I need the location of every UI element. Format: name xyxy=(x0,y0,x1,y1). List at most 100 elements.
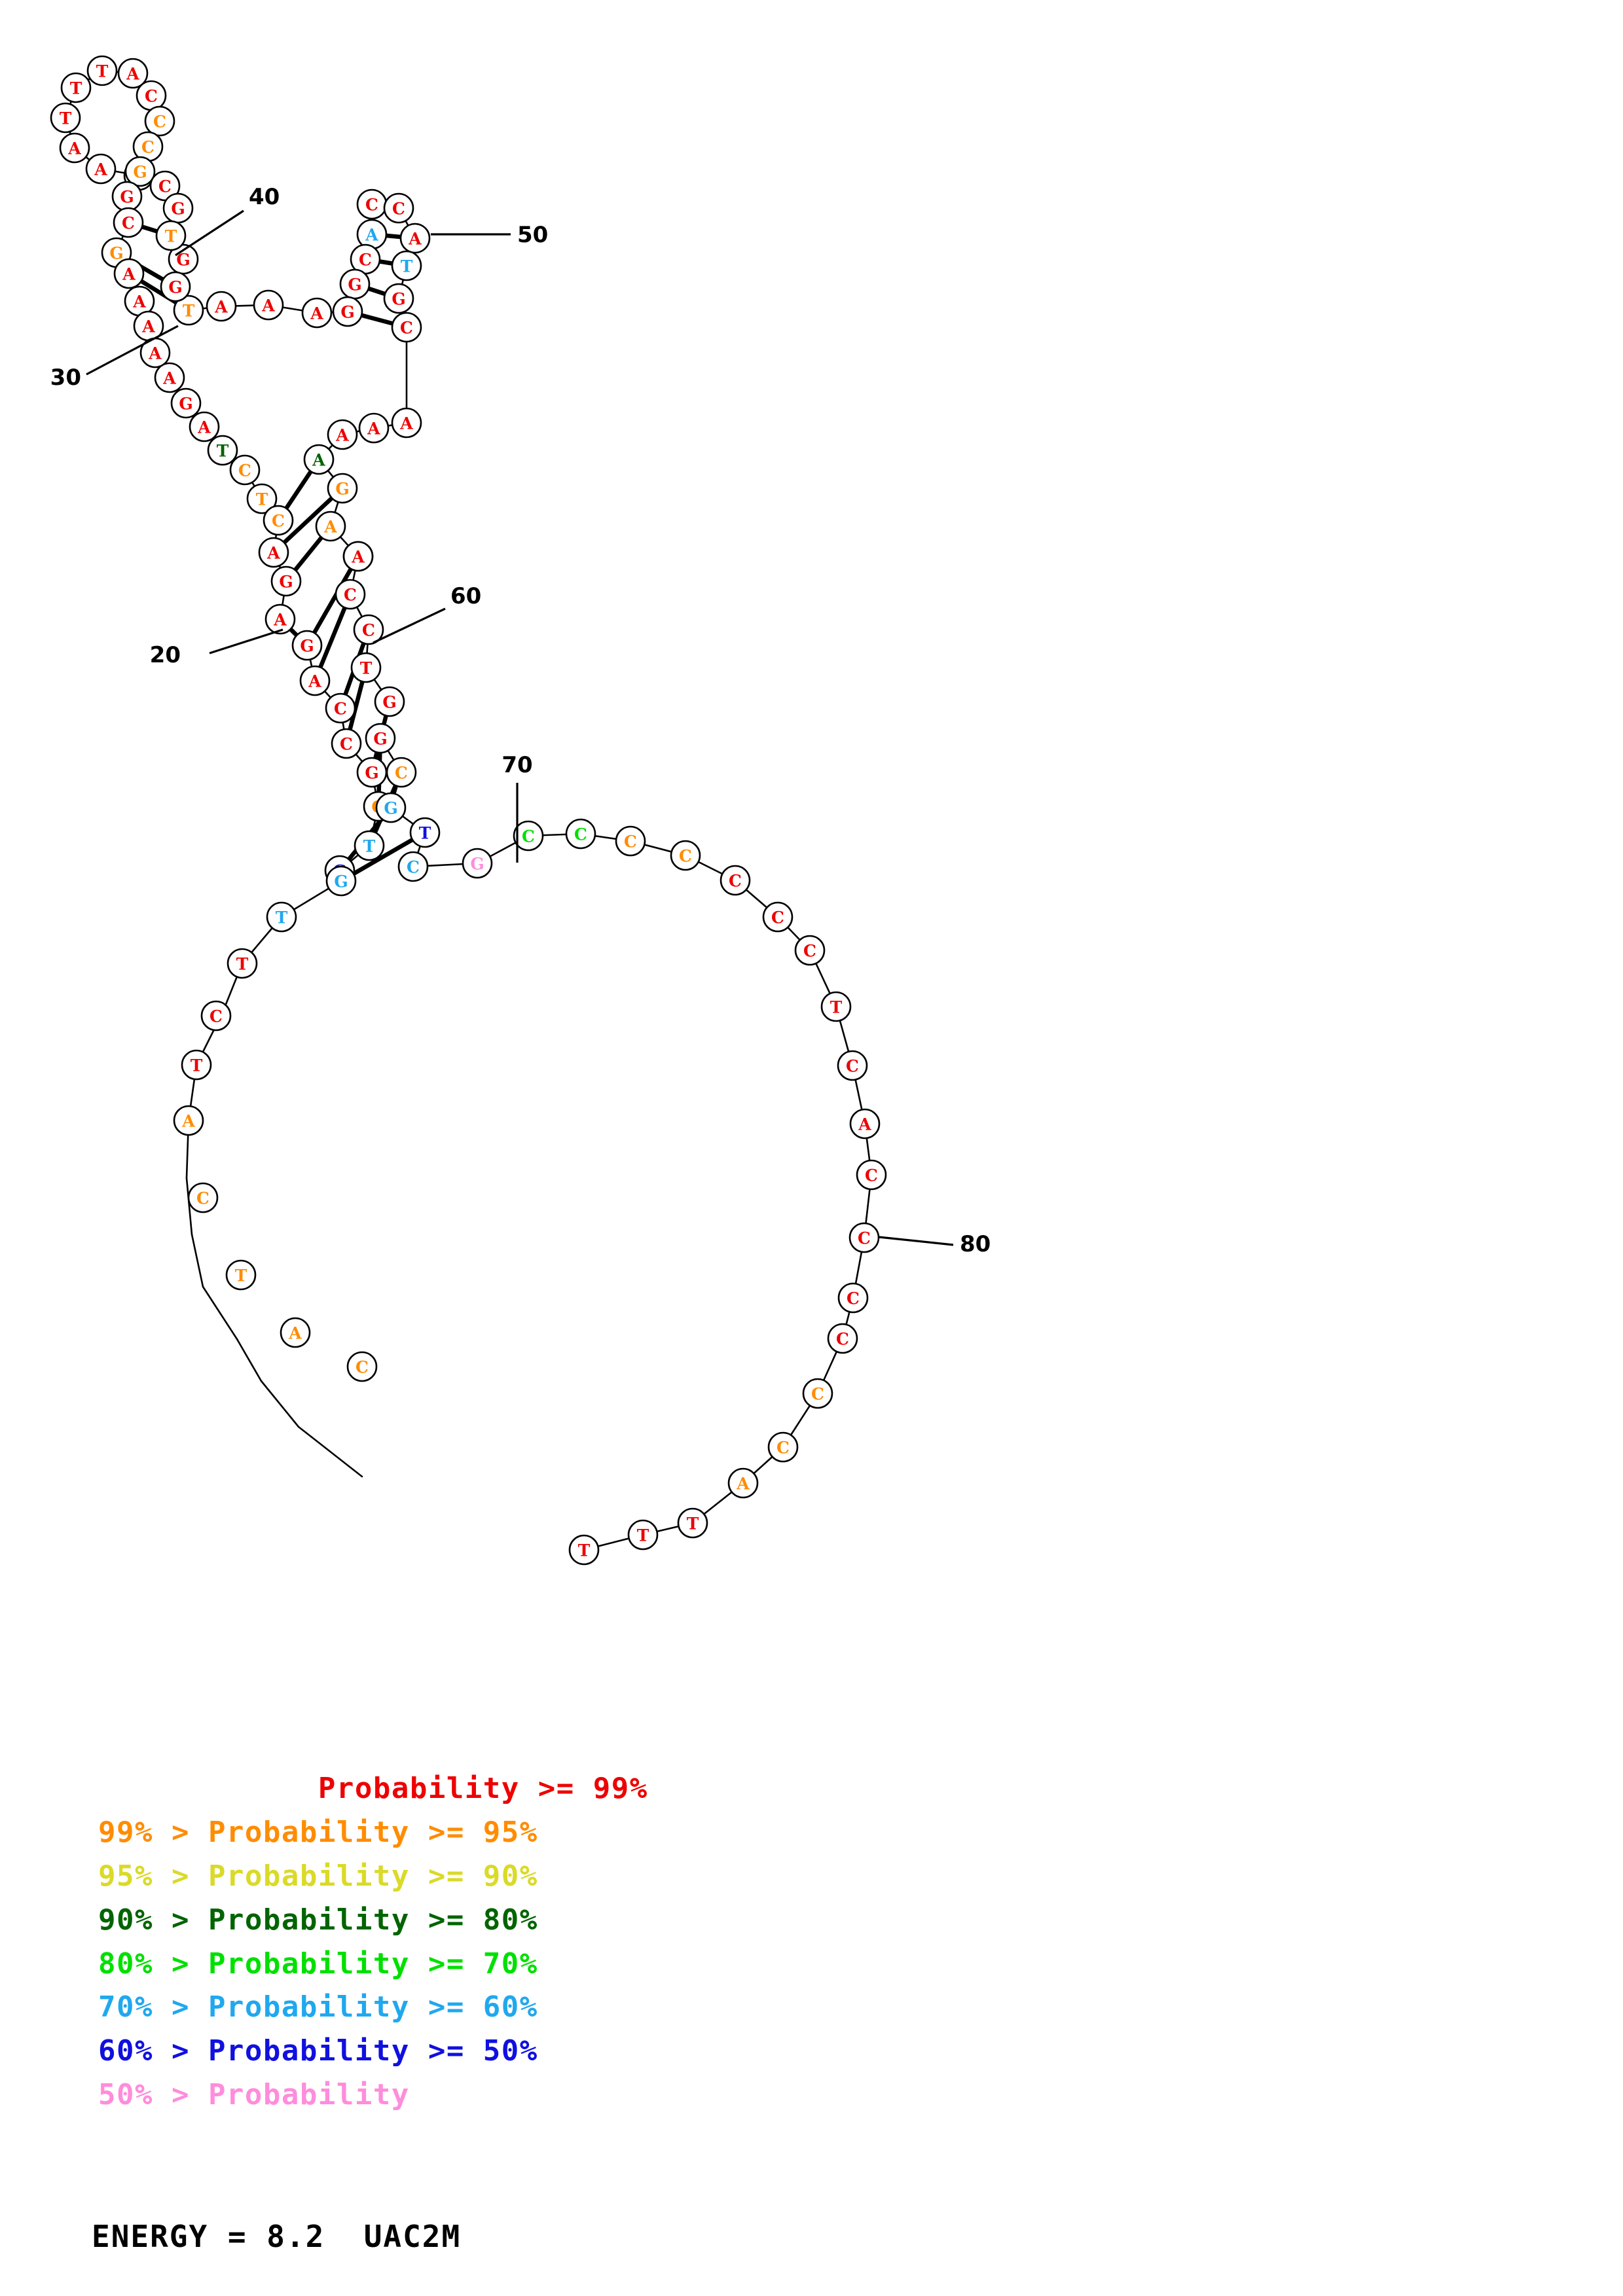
svg-text:A: A xyxy=(399,414,413,433)
svg-text:C: C xyxy=(238,461,251,480)
nucleotide-node: A xyxy=(258,537,289,568)
svg-text:T: T xyxy=(637,1526,649,1545)
position-label-40: 40 xyxy=(249,184,280,210)
svg-text:T: T xyxy=(70,79,82,98)
nucleotide-node: C xyxy=(856,1159,887,1191)
nucleotide-node: A xyxy=(301,297,333,329)
nucleotide-node: A xyxy=(253,289,284,321)
svg-text:G: G xyxy=(348,276,361,295)
nucleotide-node: C xyxy=(670,840,701,871)
nucleotide-node: G xyxy=(383,283,414,314)
svg-text:T: T xyxy=(578,1541,591,1560)
svg-text:G: G xyxy=(300,637,314,656)
nucleotide-node: T xyxy=(391,250,422,281)
nucleotide-node: G xyxy=(325,865,357,897)
svg-text:A: A xyxy=(308,672,321,691)
svg-text:A: A xyxy=(122,265,136,284)
position-label-20: 20 xyxy=(150,642,181,668)
energy-footer: ENERGY = 8.2 UAC2M xyxy=(0,2219,1623,2254)
svg-text:C: C xyxy=(362,621,375,640)
nucleotide-node: T xyxy=(181,1049,212,1081)
nucleotide-node: C xyxy=(229,454,261,486)
nucleotide-group: T T A C T A A C G C G C G G C G T G A A … xyxy=(50,55,887,1566)
svg-text:A: A xyxy=(181,1112,195,1131)
position-label-30: 30 xyxy=(50,365,81,391)
svg-text:A: A xyxy=(261,296,275,315)
leader-line-40 xyxy=(175,209,244,257)
position-label-50: 50 xyxy=(517,222,548,248)
nucleotide-node: C xyxy=(397,851,429,882)
svg-text:A: A xyxy=(94,160,107,179)
svg-text:C: C xyxy=(196,1189,210,1208)
nucleotide-node: A xyxy=(327,419,358,450)
svg-text:A: A xyxy=(365,226,378,245)
svg-text:G: G xyxy=(335,480,349,499)
svg-text:A: A xyxy=(736,1475,750,1494)
svg-text:A: A xyxy=(126,65,139,84)
nucleotide-node: C xyxy=(132,131,164,162)
svg-text:T: T xyxy=(96,62,109,81)
position-markers: 20 30 40 50 60 70 80 xyxy=(50,184,991,1257)
svg-text:T: T xyxy=(236,955,249,974)
legend-row-50: 60% > Probability >= 50% xyxy=(98,2034,538,2068)
leader-line-30 xyxy=(86,325,179,376)
position-label-80: 80 xyxy=(960,1231,991,1257)
nucleotide-node: T xyxy=(50,102,81,134)
nucleotide-node: A xyxy=(124,285,155,317)
svg-text:A: A xyxy=(67,139,81,158)
svg-text:G: G xyxy=(179,395,192,414)
nucleotide-node: A xyxy=(303,444,335,475)
svg-text:A: A xyxy=(214,298,228,317)
rna-structure-svg: T T A C T A A C G C G C G G C G T G A A … xyxy=(50,55,991,1566)
svg-text:T: T xyxy=(419,824,431,843)
nucleotide-node: C xyxy=(263,505,294,536)
nucleotide-node: C xyxy=(325,692,356,724)
nucleotide-node: A xyxy=(391,407,422,439)
nucleotide-node: C xyxy=(383,192,414,224)
nucleotide-node: C xyxy=(802,1378,833,1409)
svg-text:C: C xyxy=(865,1166,878,1185)
legend-row-60: 70% > Probability >= 60% xyxy=(98,1990,538,2024)
nucleotide-node: A xyxy=(299,665,331,696)
svg-text:C: C xyxy=(729,872,742,891)
nucleotide-node: C xyxy=(565,818,596,850)
svg-text:A: A xyxy=(408,230,422,249)
svg-text:C: C xyxy=(679,847,692,866)
svg-text:A: A xyxy=(323,518,337,537)
svg-text:C: C xyxy=(811,1385,824,1404)
svg-text:C: C xyxy=(407,858,420,877)
nucleotide-node: A xyxy=(59,132,90,164)
svg-text:T: T xyxy=(363,837,376,856)
svg-text:C: C xyxy=(365,196,378,215)
nucleotide-node: G xyxy=(111,181,143,212)
nucleotide-node: C xyxy=(350,243,381,275)
nucleotide-node: G xyxy=(356,757,388,788)
legend-row-95: 99% > Probability >= 95% xyxy=(98,1815,538,1849)
nucleotide-node: A xyxy=(85,153,117,185)
svg-text:C: C xyxy=(624,833,637,852)
svg-text:C: C xyxy=(771,908,784,927)
svg-text:G: G xyxy=(392,290,405,309)
svg-text:G: G xyxy=(334,872,348,891)
svg-text:C: C xyxy=(803,942,816,961)
nucleotide-node: G xyxy=(270,565,302,597)
svg-text:A: A xyxy=(266,544,280,563)
svg-text:C: C xyxy=(395,764,408,783)
nucleotide-node: A xyxy=(280,1317,311,1348)
nucleotide-node: A xyxy=(264,603,296,635)
nucleotide-node: G xyxy=(332,296,363,327)
svg-text:G: G xyxy=(279,573,293,592)
svg-text:G: G xyxy=(373,730,387,749)
nucleotide-node: G xyxy=(462,848,493,879)
nucleotide-node: C xyxy=(335,579,366,610)
nucleotide-node: A xyxy=(342,541,374,572)
nucleotide-node: T xyxy=(173,295,204,326)
nucleotide-node: C xyxy=(149,170,181,202)
leader-line-60 xyxy=(373,607,446,644)
nucleotide-node: C xyxy=(356,188,388,220)
svg-text:C: C xyxy=(158,177,172,196)
nucleotide-node: A xyxy=(189,411,220,442)
svg-text:A: A xyxy=(367,420,380,439)
svg-text:G: G xyxy=(382,693,396,712)
nucleotide-node: T xyxy=(409,817,441,848)
